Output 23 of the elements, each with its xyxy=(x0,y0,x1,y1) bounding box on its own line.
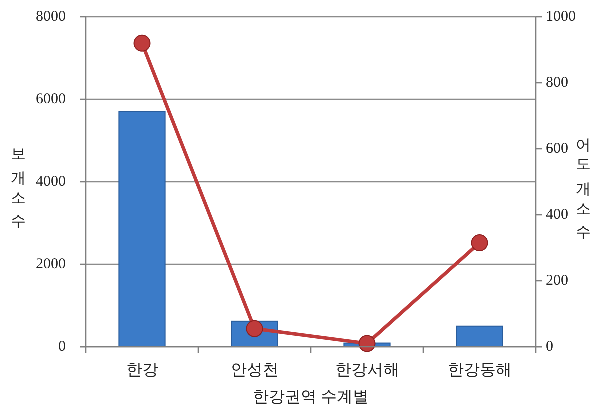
x-axis-title: 한강권역 수계별 xyxy=(253,389,369,406)
bar xyxy=(456,326,504,348)
x-tick-label: 한강동해 xyxy=(448,362,512,379)
y2-tick-label: 200 xyxy=(546,273,568,289)
y-tick-label: 0 xyxy=(58,339,66,355)
bar xyxy=(118,111,166,348)
y2-axis-title: 어도개소수 xyxy=(575,127,592,240)
y-tick-label: 4000 xyxy=(36,174,66,190)
y2-tick-label: 800 xyxy=(546,75,568,91)
x-tick-label: 안성천 xyxy=(230,362,279,379)
x-tick-label: 한강서해 xyxy=(335,362,400,379)
point xyxy=(471,234,488,252)
y-tick-label: 2000 xyxy=(36,256,66,272)
y-tick-label: 6000 xyxy=(36,92,66,108)
y-axis-title: 보개소수 xyxy=(10,138,27,229)
point xyxy=(358,335,376,352)
y2-tick-label: 400 xyxy=(546,207,568,223)
y2-tick-label: 600 xyxy=(546,141,568,157)
point xyxy=(134,34,151,52)
y-tick-label: 8000 xyxy=(36,9,66,25)
y2-tick-label: 0 xyxy=(546,339,554,355)
x-tick-label: 한강 xyxy=(126,362,158,379)
y2-tick-label: 1000 xyxy=(546,9,576,25)
